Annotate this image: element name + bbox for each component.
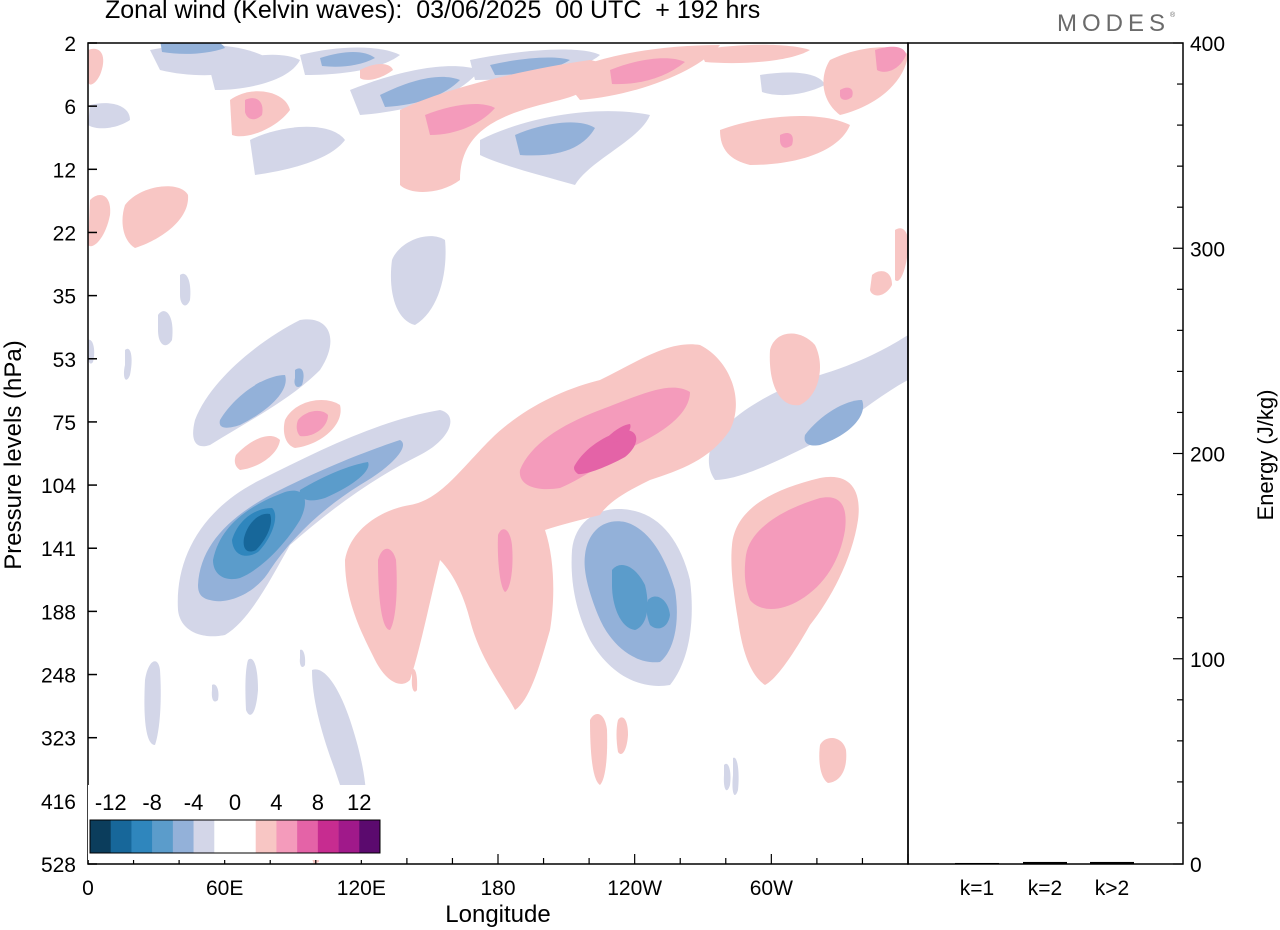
pressure-tick-label: 188 [41,601,76,624]
upper-positive-anomalies [88,44,908,296]
colorbar-swatch [359,820,381,853]
pressure-axis: 2 6 12 22 35 53 75 104 141 188 248 323 416 528 [41,33,97,877]
mid-negative-anomalies [88,236,908,822]
colorbar-border [89,819,381,854]
colorbar-swatch [317,820,339,853]
registered-mark: ® [1170,12,1176,19]
pressure-tick-label: 12 [53,159,76,182]
colorbar-swatch [152,820,174,853]
energy-category-label: k=2 [1028,877,1062,900]
pressure-tick-label: 141 [41,538,76,561]
colorbar-label: -8 [142,790,162,815]
colorbar-label: -4 [184,790,204,815]
colorbar-swatch [172,820,194,853]
longitude-tick-label: 60W [750,877,793,900]
longitude-tick-label: 180 [480,877,515,900]
colorbar-swatch [235,820,257,853]
chart-title: Zonal wind (Kelvin waves): 03/06/2025 00… [105,0,761,24]
colorbar-swatch [276,820,298,853]
colorbar: -12 -8 -4 0 4 8 12 [88,785,382,860]
longitude-tick-label: 120W [607,877,662,900]
upper-negative-anomalies [88,43,825,185]
pressure-tick-label: 248 [41,665,76,688]
pressure-tick-label: 53 [53,349,76,372]
energy-frame [907,42,1184,865]
energy-bar [955,862,999,864]
longitude-axis: 0 60E 120E 180 120W 60W [82,854,909,900]
colorbar-label: 4 [270,790,282,815]
colorbar-swatch [131,820,153,853]
colorbar-swatch [297,820,319,853]
energy-tick-label: 400 [1190,33,1225,56]
energy-tick-label: 0 [1190,854,1202,877]
pressure-axis-label: Pressure levels (hPa) [0,340,27,569]
wind-anomaly-field [88,43,908,864]
pressure-tick-label: 528 [41,854,76,877]
colorbar-swatch [255,820,277,853]
modes-logo: MODES® [1057,10,1175,38]
longitude-tick-label: 120E [337,877,386,900]
energy-axis: 0 100 200 300 400 [1173,33,1225,877]
energy-category-label: k=1 [960,877,994,900]
pressure-tick-label: 104 [41,475,76,498]
logo-text: MODES [1057,10,1171,37]
colorbar-label: 0 [229,790,241,815]
colorbar-swatch [214,820,236,853]
energy-bars: k=1 k=2 k>2 [955,861,1134,900]
longitude-tick-label: 60E [206,877,243,900]
longitude-axis-label: Longitude [445,901,550,928]
colorbar-label: 8 [312,790,324,815]
energy-bar [1023,861,1067,864]
energy-tick-label: 100 [1190,649,1225,672]
longitude-tick-label: 0 [82,877,94,900]
energy-bar [1090,861,1134,864]
pressure-tick-label: 75 [53,412,76,435]
energy-axis-label: Energy (J/kg) [1253,390,1278,521]
mid-positive-anomalies [234,333,859,864]
pressure-tick-label: 6 [64,96,76,119]
pressure-tick-label: 35 [53,286,76,309]
colorbar-label: 12 [347,790,371,815]
colorbar-swatch [193,820,215,853]
pressure-tick-label: 323 [41,728,76,751]
colorbar-swatch [338,820,360,853]
pressure-tick-label: 416 [41,791,76,814]
pressure-tick-label: 2 [64,33,76,56]
colorbar-swatch [90,820,112,853]
colorbar-swatch [110,820,132,853]
pressure-tick-label: 22 [53,222,76,245]
energy-category-label: k>2 [1095,877,1129,900]
energy-tick-label: 300 [1190,238,1225,261]
colorbar-label: -12 [95,790,127,815]
energy-tick-label: 200 [1190,444,1225,467]
